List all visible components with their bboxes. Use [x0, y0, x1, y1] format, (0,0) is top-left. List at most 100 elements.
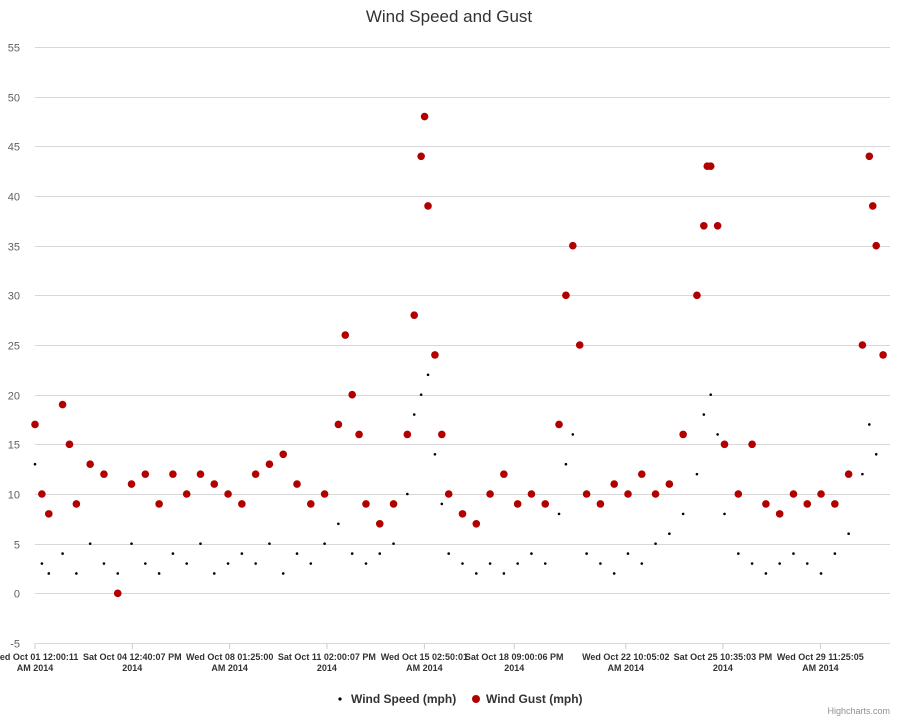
y-tick-label: 35: [8, 242, 20, 254]
wind-gust-point: [555, 420, 563, 429]
y-tick-label: -5: [10, 639, 20, 651]
wind-speed-point: [185, 562, 188, 565]
wind-speed-point: [323, 542, 326, 545]
wind-speed-point: [564, 462, 568, 466]
wind-speed-point: [130, 542, 133, 545]
wind-gust-point: [624, 490, 632, 498]
wind-speed-series: [33, 373, 878, 575]
wind-speed-point: [599, 562, 602, 565]
wind-gust-point: [182, 490, 191, 498]
wind-speed-point: [440, 502, 444, 506]
x-tick-label: Wed Oct 22 10:05:02: [582, 652, 669, 662]
wind-gust-point: [458, 510, 467, 518]
wind-gust-point: [872, 241, 881, 250]
wind-gust-point: [348, 390, 356, 399]
wind-gust-point: [403, 430, 412, 439]
legend-gust-label: Wind Gust (mph): [486, 692, 583, 706]
wind-speed-point: [447, 552, 451, 555]
wind-gust-point: [844, 470, 853, 478]
wind-speed-point: [557, 512, 561, 516]
x-tick-label-line2: AM 2014: [802, 663, 839, 673]
wind-speed-point: [833, 552, 837, 555]
wind-gust-point: [720, 440, 729, 449]
wind-gust-point: [431, 351, 439, 359]
wind-gust-point: [541, 500, 550, 508]
y-tick-label: 30: [8, 291, 20, 303]
x-axis-ticks: Wed Oct 01 12:00:11 AM 2014 Sat Oct 04 12:…: [0, 643, 864, 673]
wind-speed-point: [40, 562, 44, 565]
legend-speed-marker: [338, 697, 342, 701]
wind-speed-point: [792, 552, 795, 555]
wind-gust-point: [320, 490, 329, 498]
y-tick-label: 5: [14, 540, 20, 552]
wind-gust-point: [858, 341, 867, 349]
wind-speed-point: [716, 433, 719, 436]
wind-gust-point: [610, 480, 618, 488]
wind-gust-point: [155, 500, 163, 508]
wind-speed-point: [764, 572, 768, 575]
wind-speed-point: [171, 552, 175, 555]
wind-speed-point: [488, 562, 492, 565]
wind-speed-point: [681, 512, 685, 516]
wind-gust-point: [569, 241, 577, 250]
wind-speed-point: [723, 512, 726, 516]
wind-gust-point: [775, 510, 784, 518]
x-tick-label: Wed Oct 01 12:00:11: [0, 652, 78, 662]
wind-gust-point: [665, 480, 674, 488]
y-tick-label: 45: [8, 142, 20, 154]
legend[interactable]: Wind Speed (mph) Wind Gust (mph): [338, 692, 583, 706]
wind-gust-point: [417, 152, 425, 161]
wind-speed-point: [378, 552, 382, 555]
wind-speed-point: [709, 393, 713, 396]
wind-gust-point: [238, 500, 246, 508]
chart-title: Wind Speed and Gust: [366, 7, 533, 26]
x-tick-label-line2: AM 2014: [608, 663, 645, 673]
x-tick-label-line2: 2014: [504, 663, 524, 673]
wind-gust-point: [500, 470, 508, 478]
wind-gust-point: [72, 500, 81, 508]
x-tick-label: Sat Oct 04 12:40:07 PM: [83, 652, 182, 662]
legend-item-wind-gust[interactable]: Wind Gust (mph): [472, 692, 583, 706]
wind-gust-point: [86, 460, 94, 469]
wind-gust-point: [31, 420, 39, 429]
wind-gust-point: [44, 510, 53, 518]
wind-gust-point: [293, 480, 301, 488]
wind-speed-point: [585, 552, 588, 555]
wind-gust-point: [762, 500, 770, 508]
wind-speed-point: [543, 562, 547, 565]
wind-gust-point: [472, 520, 481, 528]
wind-speed-point: [406, 492, 409, 496]
wind-speed-point: [778, 562, 781, 565]
wind-gust-point: [307, 500, 315, 508]
wind-speed-point: [702, 413, 706, 416]
legend-item-wind-speed[interactable]: Wind Speed (mph): [338, 692, 456, 706]
wind-speed-point: [612, 572, 616, 575]
y-tick-label: 15: [8, 440, 20, 452]
wind-speed-point: [254, 562, 257, 565]
wind-gust-point: [831, 500, 839, 508]
y-tick-label: 25: [8, 341, 20, 353]
wind-gust-point: [444, 490, 453, 498]
wind-gust-point: [693, 291, 701, 300]
wind-gust-point: [58, 400, 67, 409]
wind-gust-point: [210, 480, 219, 488]
wind-gust-point: [679, 430, 687, 439]
wind-gust-point: [420, 112, 429, 121]
wind-gust-point: [362, 500, 370, 508]
wind-gust-point: [279, 450, 288, 459]
wind-speed-point: [474, 572, 478, 575]
y-tick-label: 40: [8, 192, 20, 204]
wind-gust-point: [748, 440, 756, 449]
wind-speed-point: [47, 572, 51, 575]
wind-gust-point: [341, 331, 350, 339]
wind-gust-point: [224, 490, 232, 498]
wind-gust-point: [879, 351, 887, 359]
wind-gust-point: [334, 420, 343, 429]
wind-gust-point: [486, 490, 494, 498]
wind-gust-point: [803, 500, 812, 508]
credits-link[interactable]: Highcharts.com: [827, 706, 890, 716]
wind-gust-point: [513, 500, 522, 508]
y-tick-label: 10: [8, 490, 20, 502]
wind-gust-point: [527, 490, 536, 498]
